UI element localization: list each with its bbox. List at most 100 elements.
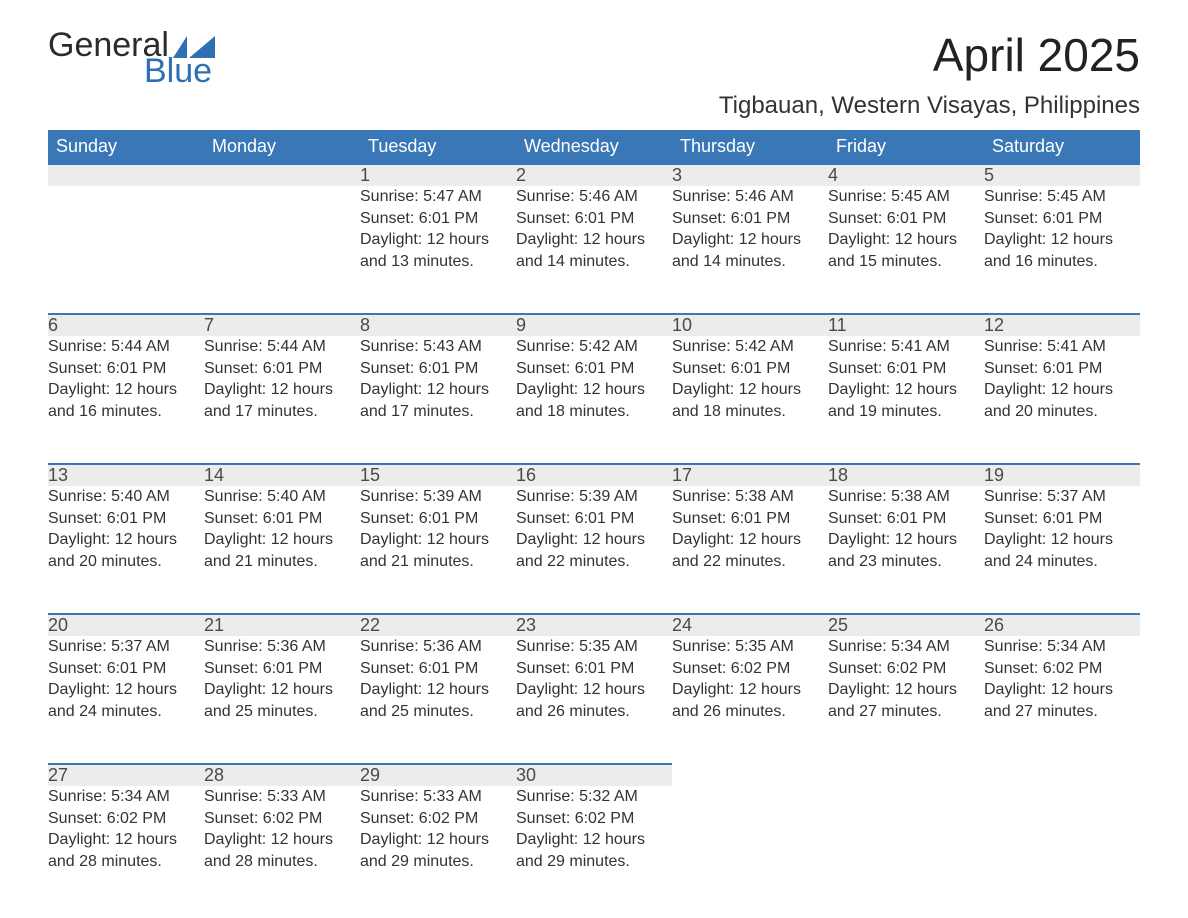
brand-logo: General Blue <box>48 28 215 88</box>
sunset-text: Sunset: 6:01 PM <box>672 508 828 530</box>
sunset-text: Sunset: 6:01 PM <box>984 508 1140 530</box>
daylight-text: Daylight: 12 hours and 21 minutes. <box>204 529 360 572</box>
daylight-text: Daylight: 12 hours and 27 minutes. <box>828 679 984 722</box>
weekday-header: Wednesday <box>516 130 672 164</box>
daylight-text: Daylight: 12 hours and 21 minutes. <box>360 529 516 572</box>
empty-day-header <box>48 164 204 186</box>
weekday-header: Saturday <box>984 130 1140 164</box>
day-cell: Sunrise: 5:35 AMSunset: 6:01 PMDaylight:… <box>516 636 672 764</box>
sunrise-text: Sunrise: 5:36 AM <box>360 636 516 658</box>
day-number: 6 <box>48 314 204 336</box>
sunset-text: Sunset: 6:02 PM <box>672 658 828 680</box>
day-number: 27 <box>48 764 204 786</box>
day-number: 18 <box>828 464 984 486</box>
sunrise-text: Sunrise: 5:36 AM <box>204 636 360 658</box>
day-number: 13 <box>48 464 204 486</box>
daylight-text: Daylight: 12 hours and 18 minutes. <box>672 379 828 422</box>
day-number: 30 <box>516 764 672 786</box>
empty-day-cell <box>828 786 984 914</box>
sunrise-text: Sunrise: 5:46 AM <box>672 186 828 208</box>
sunrise-text: Sunrise: 5:44 AM <box>204 336 360 358</box>
daylight-text: Daylight: 12 hours and 17 minutes. <box>204 379 360 422</box>
day-number: 9 <box>516 314 672 336</box>
day-number: 14 <box>204 464 360 486</box>
sunset-text: Sunset: 6:01 PM <box>48 508 204 530</box>
day-number: 29 <box>360 764 516 786</box>
day-number: 8 <box>360 314 516 336</box>
sunset-text: Sunset: 6:01 PM <box>828 508 984 530</box>
day-number: 24 <box>672 614 828 636</box>
sunset-text: Sunset: 6:01 PM <box>984 208 1140 230</box>
empty-day-header <box>828 764 984 786</box>
day-cell: Sunrise: 5:34 AMSunset: 6:02 PMDaylight:… <box>984 636 1140 764</box>
sunset-text: Sunset: 6:01 PM <box>672 358 828 380</box>
sunset-text: Sunset: 6:01 PM <box>516 508 672 530</box>
weekday-header: Sunday <box>48 130 204 164</box>
day-cell: Sunrise: 5:38 AMSunset: 6:01 PMDaylight:… <box>672 486 828 614</box>
sunrise-text: Sunrise: 5:44 AM <box>48 336 204 358</box>
sunset-text: Sunset: 6:01 PM <box>204 508 360 530</box>
sunrise-text: Sunrise: 5:37 AM <box>48 636 204 658</box>
day-cell: Sunrise: 5:39 AMSunset: 6:01 PMDaylight:… <box>516 486 672 614</box>
day-number: 4 <box>828 164 984 186</box>
sunset-text: Sunset: 6:02 PM <box>516 808 672 830</box>
day-cell: Sunrise: 5:33 AMSunset: 6:02 PMDaylight:… <box>360 786 516 914</box>
daylight-text: Daylight: 12 hours and 27 minutes. <box>984 679 1140 722</box>
day-cell: Sunrise: 5:44 AMSunset: 6:01 PMDaylight:… <box>48 336 204 464</box>
day-cell: Sunrise: 5:46 AMSunset: 6:01 PMDaylight:… <box>516 186 672 314</box>
weekday-header-row: SundayMondayTuesdayWednesdayThursdayFrid… <box>48 130 1140 164</box>
day-cell: Sunrise: 5:36 AMSunset: 6:01 PMDaylight:… <box>204 636 360 764</box>
sunset-text: Sunset: 6:01 PM <box>360 358 516 380</box>
weekday-header: Tuesday <box>360 130 516 164</box>
sunrise-text: Sunrise: 5:40 AM <box>204 486 360 508</box>
sunrise-text: Sunrise: 5:45 AM <box>828 186 984 208</box>
sunrise-text: Sunrise: 5:40 AM <box>48 486 204 508</box>
sunset-text: Sunset: 6:01 PM <box>360 658 516 680</box>
sunset-text: Sunset: 6:02 PM <box>360 808 516 830</box>
day-number: 21 <box>204 614 360 636</box>
sunset-text: Sunset: 6:02 PM <box>984 658 1140 680</box>
sunset-text: Sunset: 6:01 PM <box>360 508 516 530</box>
day-cell: Sunrise: 5:38 AMSunset: 6:01 PMDaylight:… <box>828 486 984 614</box>
location-subtitle: Tigbauan, Western Visayas, Philippines <box>719 92 1140 120</box>
day-number: 23 <box>516 614 672 636</box>
daylight-text: Daylight: 12 hours and 17 minutes. <box>360 379 516 422</box>
day-number: 3 <box>672 164 828 186</box>
day-cell: Sunrise: 5:37 AMSunset: 6:01 PMDaylight:… <box>984 486 1140 614</box>
empty-day-cell <box>984 786 1140 914</box>
sunset-text: Sunset: 6:01 PM <box>516 358 672 380</box>
day-number: 16 <box>516 464 672 486</box>
day-cell: Sunrise: 5:45 AMSunset: 6:01 PMDaylight:… <box>984 186 1140 314</box>
empty-day-header <box>672 764 828 786</box>
day-cell: Sunrise: 5:42 AMSunset: 6:01 PMDaylight:… <box>672 336 828 464</box>
sunset-text: Sunset: 6:02 PM <box>828 658 984 680</box>
daylight-text: Daylight: 12 hours and 16 minutes. <box>48 379 204 422</box>
daylight-text: Daylight: 12 hours and 23 minutes. <box>828 529 984 572</box>
sunrise-text: Sunrise: 5:34 AM <box>984 636 1140 658</box>
sunrise-text: Sunrise: 5:34 AM <box>828 636 984 658</box>
day-cell: Sunrise: 5:47 AMSunset: 6:01 PMDaylight:… <box>360 186 516 314</box>
daylight-text: Daylight: 12 hours and 28 minutes. <box>48 829 204 872</box>
daylight-text: Daylight: 12 hours and 28 minutes. <box>204 829 360 872</box>
daylight-text: Daylight: 12 hours and 20 minutes. <box>48 529 204 572</box>
month-title: April 2025 <box>719 28 1140 82</box>
daylight-text: Daylight: 12 hours and 18 minutes. <box>516 379 672 422</box>
sunrise-text: Sunrise: 5:42 AM <box>516 336 672 358</box>
sunrise-text: Sunrise: 5:42 AM <box>672 336 828 358</box>
day-number: 7 <box>204 314 360 336</box>
day-number: 20 <box>48 614 204 636</box>
empty-day-cell <box>48 186 204 314</box>
weekday-header: Monday <box>204 130 360 164</box>
day-number: 26 <box>984 614 1140 636</box>
day-cell: Sunrise: 5:42 AMSunset: 6:01 PMDaylight:… <box>516 336 672 464</box>
weekday-header: Friday <box>828 130 984 164</box>
day-number: 17 <box>672 464 828 486</box>
sunrise-text: Sunrise: 5:43 AM <box>360 336 516 358</box>
day-cell: Sunrise: 5:41 AMSunset: 6:01 PMDaylight:… <box>828 336 984 464</box>
day-cell: Sunrise: 5:35 AMSunset: 6:02 PMDaylight:… <box>672 636 828 764</box>
day-cell: Sunrise: 5:36 AMSunset: 6:01 PMDaylight:… <box>360 636 516 764</box>
weekday-header: Thursday <box>672 130 828 164</box>
day-cell: Sunrise: 5:46 AMSunset: 6:01 PMDaylight:… <box>672 186 828 314</box>
daylight-text: Daylight: 12 hours and 19 minutes. <box>828 379 984 422</box>
daylight-text: Daylight: 12 hours and 29 minutes. <box>516 829 672 872</box>
